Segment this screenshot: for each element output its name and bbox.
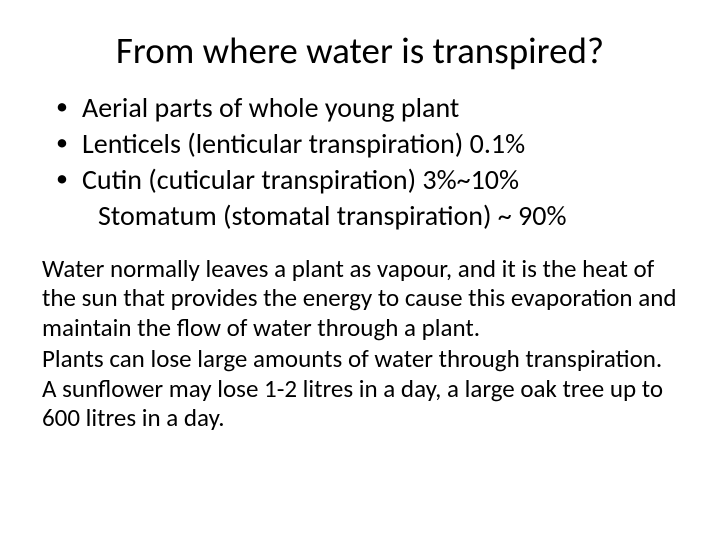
bullet-item: • Cutin (cuticular transpiration) 3%~10% [56,163,680,197]
bullet-marker-icon: • [56,91,82,123]
paragraph: Water normally leaves a plant as vapour,… [42,254,678,343]
bullet-marker-icon: • [56,163,82,195]
bullet-text: Aerial parts of whole young plant [82,91,680,125]
bullet-item: • Aerial parts of whole young plant [56,91,680,125]
slide: From where water is transpired? • Aerial… [0,0,720,540]
bullet-text: Lenticels (lenticular transpiration) 0.1… [82,127,680,161]
bullet-marker-icon: • [56,127,82,159]
paragraph: Plants can lose large amounts of water t… [42,344,678,433]
bullet-list: • Aerial parts of whole young plant • Le… [40,91,680,234]
slide-title: From where water is transpired? [40,28,680,73]
bullet-continuation: Stomatum (stomatal transpiration) ~ 90% [98,199,680,233]
body-paragraphs: Water normally leaves a plant as vapour,… [40,254,680,433]
bullet-item: • Lenticels (lenticular transpiration) 0… [56,127,680,161]
bullet-text: Cutin (cuticular transpiration) 3%~10% [82,163,680,197]
